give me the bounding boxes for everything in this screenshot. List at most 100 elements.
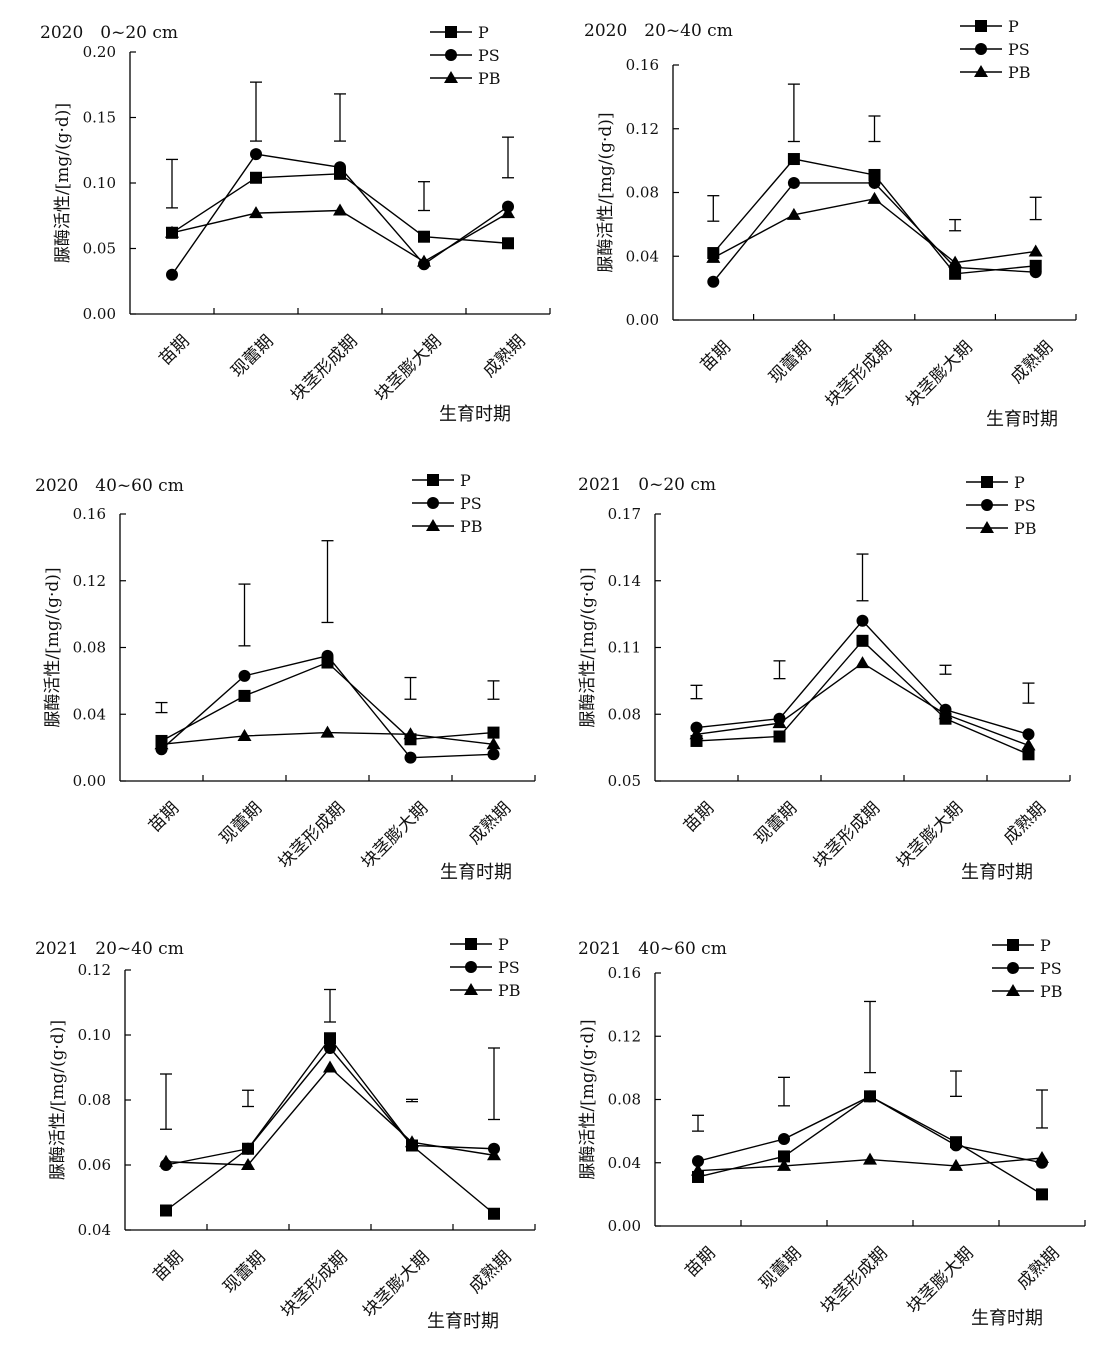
x-axis-label: 生育时期 [440, 862, 512, 883]
y-tick-label: 0.08 [626, 184, 659, 202]
x-tick-label: 块茎膨大期 [903, 1243, 977, 1317]
point-ps [787, 176, 800, 189]
legend-label: PB [460, 517, 483, 536]
y-tick-label: 0.20 [83, 43, 116, 61]
series-line-p [697, 1095, 1043, 1195]
error-bar [242, 1089, 254, 1108]
y-tick-label: 0.08 [78, 1091, 111, 1109]
y-tick-label: 0.12 [608, 1027, 641, 1045]
legend-entry-pb: PB [450, 981, 521, 1000]
chart-panel-1: 2020 0~20 cm 0.00 0.05 0.10 0.15 0.20 苗期 现蕾期 块茎形… [40, 23, 551, 425]
y-tick-label: 0.08 [608, 1091, 641, 1109]
x-tick-label: 块茎膨大期 [371, 331, 445, 405]
y-tick-label: 0.05 [608, 772, 641, 790]
point-p [238, 689, 251, 702]
point-pb [949, 1158, 963, 1171]
point-p [856, 634, 869, 647]
legend-label: P [460, 471, 471, 490]
error-bar [406, 1098, 418, 1103]
x-axis-label: 生育时期 [986, 409, 1058, 430]
point-pb [1035, 1151, 1049, 1164]
x-tick-label: 成熟期 [999, 798, 1050, 849]
legend-entry-p: P [412, 471, 471, 490]
legend-label: PS [1040, 959, 1062, 978]
point-ps [950, 1139, 962, 1152]
chart-panel-4: 2021 0~20 cm 0.05 0.08 0.11 0.14 0.17 苗期 现蕾期 块茎形… [578, 473, 1071, 883]
error-bar [155, 701, 168, 714]
x-tick-label: 成熟期 [1006, 337, 1057, 388]
y-tick-label: 0.00 [83, 305, 116, 323]
x-tick-label: 苗期 [680, 798, 718, 836]
point-pb [691, 1163, 705, 1176]
point-pb [241, 1158, 255, 1170]
chart-title: 2020 40~60 cm [35, 476, 184, 496]
legend-label: PB [1014, 519, 1037, 538]
chart-title: 2020 0~20 cm [40, 23, 178, 43]
y-tick-label: 0.16 [73, 505, 106, 523]
point-p [160, 1204, 172, 1217]
error-bar [1029, 196, 1042, 221]
legend-entry-ps: PS [450, 958, 520, 977]
y-tick-label: 0.10 [78, 1026, 111, 1044]
error-bar [488, 1047, 500, 1121]
series-line-ps [161, 655, 494, 759]
y-tick-label: 0.17 [608, 505, 641, 523]
x-tick-label: 成熟期 [464, 798, 515, 849]
point-pb [867, 191, 882, 204]
legend-label: PB [1040, 982, 1063, 1001]
error-bar [773, 660, 786, 680]
point-p [250, 171, 262, 184]
error-bar [238, 583, 251, 647]
legend-label: PB [1008, 63, 1031, 82]
error-bar [321, 540, 334, 624]
y-tick-label: 0.14 [608, 572, 641, 590]
x-tick-label: 块茎膨大期 [902, 337, 976, 411]
point-pb [948, 255, 963, 268]
y-tick-label: 0.05 [83, 240, 116, 258]
x-tick-label: 苗期 [681, 1243, 719, 1281]
error-bar [404, 676, 417, 700]
point-p [487, 726, 500, 739]
error-bar [707, 195, 720, 222]
point-pb [938, 707, 953, 720]
y-tick-label: 0.00 [73, 772, 106, 790]
point-pb [237, 728, 252, 741]
point-p [787, 153, 800, 166]
y-axis-label: 脲酶活性/[mg/(g·d)] [578, 1019, 598, 1179]
y-tick-label: 0.15 [83, 109, 116, 127]
legend-entry-ps: PS [960, 40, 1030, 59]
point-pb [501, 206, 515, 219]
error-bar [334, 93, 346, 142]
legend-entry-pb: PB [992, 982, 1063, 1001]
point-ps [238, 669, 251, 682]
error-bar [949, 218, 962, 232]
error-bar [856, 553, 869, 602]
point-pb [689, 727, 704, 740]
point-pb [777, 1158, 791, 1171]
y-tick-label: 0.06 [78, 1156, 111, 1174]
y-tick-label: 0.12 [73, 572, 106, 590]
y-axis-label: 脲酶活性/[mg/(g·d)] [578, 567, 598, 727]
point-ps [166, 268, 178, 281]
y-tick-label: 0.04 [626, 247, 659, 265]
x-tick-label: 块茎形成期 [277, 1247, 351, 1321]
x-tick-label: 现蕾期 [755, 1243, 805, 1293]
y-tick-label: 0.00 [608, 1217, 641, 1235]
point-pb [249, 206, 263, 219]
error-bar [418, 181, 430, 212]
y-tick-label: 0.16 [626, 56, 659, 74]
error-bar [502, 136, 514, 179]
x-tick-label: 苗期 [145, 798, 183, 836]
point-p [418, 230, 430, 243]
point-pb [333, 203, 347, 216]
legend-entry-pb: PB [412, 517, 483, 536]
legend-label: P [1014, 473, 1025, 492]
error-bar [487, 680, 500, 700]
legend-entry-ps: PS [412, 494, 482, 513]
x-tick-label: 块茎形成期 [275, 798, 349, 872]
point-ps [868, 176, 881, 189]
x-tick-label: 块茎形成期 [810, 798, 884, 872]
legend-label: PS [1008, 40, 1030, 59]
